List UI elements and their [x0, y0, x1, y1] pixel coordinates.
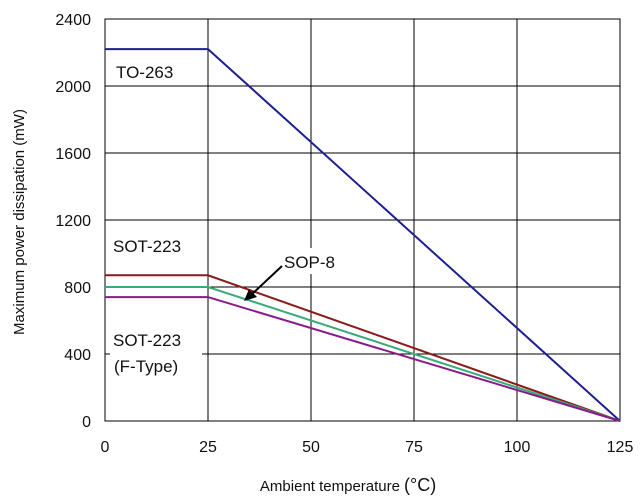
- x-tick-label: 75: [405, 439, 423, 456]
- y-tick-label: 1200: [55, 213, 91, 230]
- x-axis-title: Ambient temperature: [260, 478, 400, 495]
- series-line-to-263: [105, 48, 621, 422]
- series-lines: [105, 48, 621, 422]
- plot-frame: [104, 18, 621, 422]
- x-axis-unit: (°C): [404, 475, 436, 495]
- sop8-arrow-shaft: [250, 265, 283, 296]
- series-line-sot-223-f-type: [105, 296, 621, 422]
- x-tick-label: 25: [199, 439, 217, 456]
- y-tick-label: 800: [64, 280, 91, 297]
- x-tick-label: 0: [101, 439, 110, 456]
- series-line-sop-8: [105, 286, 621, 422]
- y-tick-label: 400: [64, 347, 91, 364]
- x-tick-label: 50: [302, 439, 320, 456]
- x-tick-label: 125: [607, 439, 634, 456]
- x-tick-label: 100: [504, 439, 531, 456]
- sot223f-label-bg: [110, 326, 202, 380]
- to263-label: TO-263: [116, 63, 173, 82]
- y-tick-label: 2400: [55, 12, 91, 29]
- sot223-label: SOT-223: [113, 237, 181, 256]
- y-tick-labels: 0 400 800 1200 1600 2000 2400: [55, 12, 91, 431]
- y-tick-label: 0: [82, 414, 91, 431]
- sop8-arrow-head: [244, 289, 257, 301]
- sot223f-label-line1: SOT-223: [113, 331, 181, 350]
- series-line-sot-223: [105, 274, 621, 422]
- to263-label-bg: [112, 58, 198, 84]
- y-axis-title: Maximum power dissipation (mW): [11, 109, 28, 335]
- sop8-label-bg: [282, 248, 346, 274]
- sop8-label: SOP-8: [284, 253, 335, 272]
- sot223f-label-line2: (F-Type): [114, 357, 178, 376]
- y-tick-label: 1600: [55, 146, 91, 163]
- x-tick-labels: 0 25 50 75 100 125: [101, 439, 634, 456]
- y-tick-label: 2000: [55, 79, 91, 96]
